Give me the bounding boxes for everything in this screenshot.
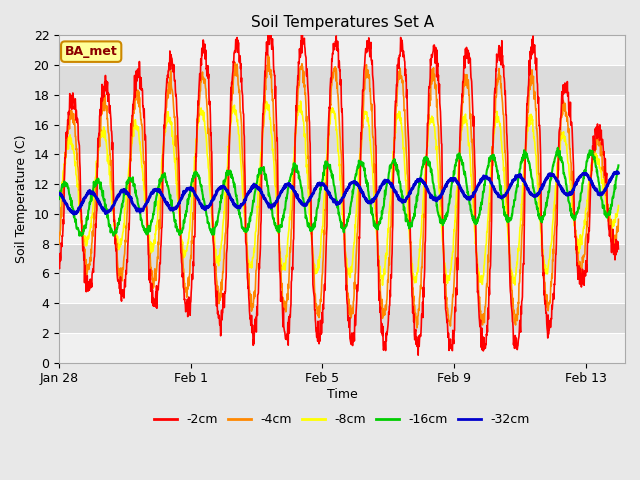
- Bar: [59, 36, 625, 65]
- Bar: [59, 303, 625, 333]
- X-axis label: Time: Time: [326, 388, 358, 401]
- Y-axis label: Soil Temperature (C): Soil Temperature (C): [15, 135, 28, 263]
- Bar: [59, 243, 625, 273]
- Text: BA_met: BA_met: [65, 45, 118, 58]
- Legend: -2cm, -4cm, -8cm, -16cm, -32cm: -2cm, -4cm, -8cm, -16cm, -32cm: [149, 408, 535, 431]
- Bar: [59, 214, 625, 243]
- Bar: [59, 95, 625, 125]
- Bar: [59, 155, 625, 184]
- Title: Soil Temperatures Set A: Soil Temperatures Set A: [250, 15, 434, 30]
- Bar: [59, 65, 625, 95]
- Bar: [59, 273, 625, 303]
- Bar: [59, 333, 625, 362]
- Bar: [59, 184, 625, 214]
- Bar: [59, 125, 625, 155]
